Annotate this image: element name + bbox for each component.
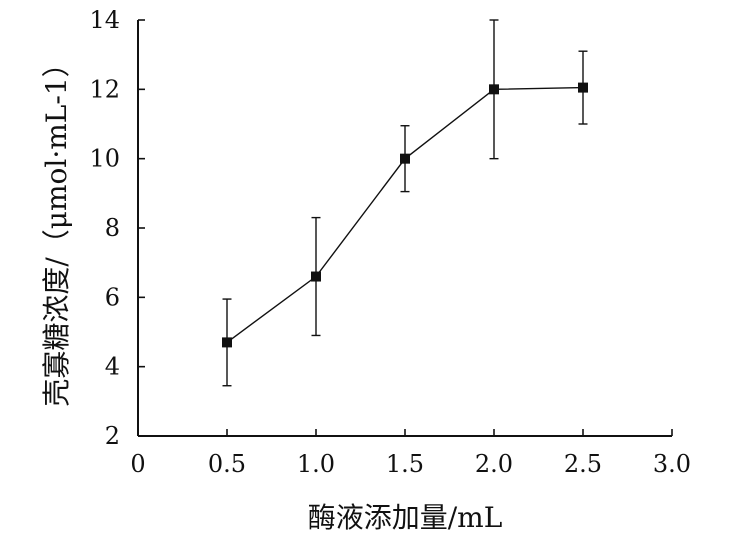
- x-tick-label: 1.0: [297, 450, 335, 478]
- y-axis-title: 壳寡糖浓度/（μmol·mL-1）: [40, 49, 73, 406]
- x-tick-label: 2.0: [475, 450, 513, 478]
- x-tick-label: 0: [130, 450, 145, 478]
- data-point: [489, 84, 499, 95]
- y-tick-label: 6: [105, 283, 120, 311]
- y-tick-label: 4: [105, 353, 120, 381]
- error-bars-layer: [222, 19, 588, 387]
- y-tick-label: 14: [89, 6, 120, 34]
- ticks-layer: 2 4 6 8 10 12 14 0 0.5 1.0 1.5 2.0 2.5 3.0: [89, 6, 691, 478]
- data-point: [222, 337, 232, 348]
- y-tick-label: 2: [105, 422, 120, 450]
- y-tick-label: 12: [89, 75, 120, 103]
- points-layer: [222, 82, 588, 348]
- data-point: [400, 153, 410, 164]
- x-tick-label: 3.0: [653, 450, 691, 478]
- y-tick-label: 8: [105, 214, 120, 242]
- x-tick-label: 1.5: [386, 450, 424, 478]
- axes-layer: [137, 20, 672, 437]
- x-tick-label: 0.5: [208, 450, 246, 478]
- x-tick-label: 2.5: [564, 450, 602, 478]
- y-tick-label: 10: [89, 145, 120, 173]
- data-point: [578, 82, 588, 93]
- data-point: [311, 271, 321, 282]
- x-axis-title: 酶液添加量/mL: [308, 501, 503, 534]
